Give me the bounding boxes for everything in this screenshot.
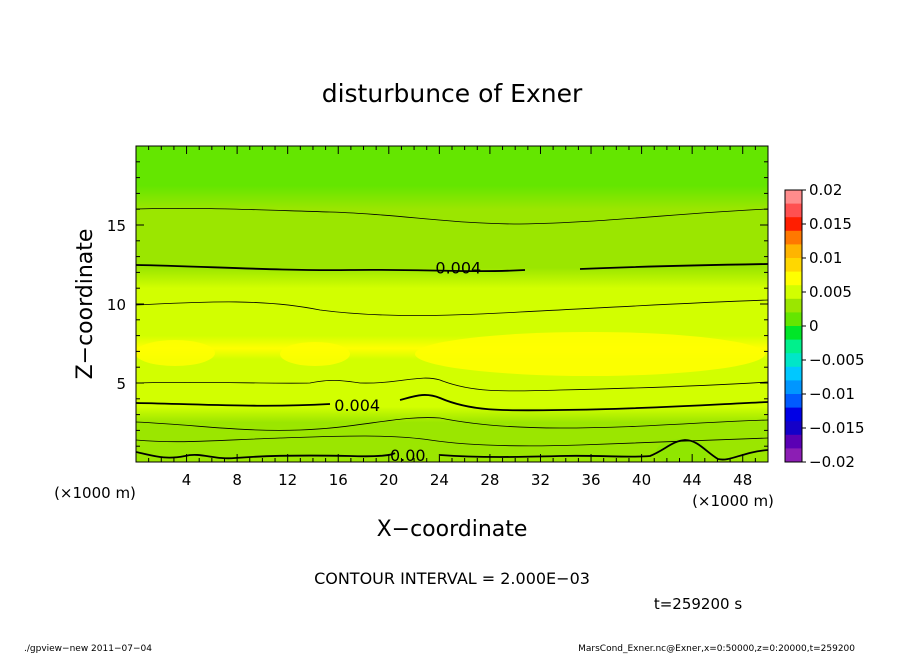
colorbar-band bbox=[785, 190, 802, 205]
colorbar-tick-label: −0.01 bbox=[809, 385, 855, 403]
x-tick-label: 8 bbox=[232, 471, 242, 489]
colorbar-band bbox=[785, 230, 802, 245]
y-tick-label: 10 bbox=[107, 296, 126, 314]
x-tick-label: 16 bbox=[329, 471, 348, 489]
colorbar-band bbox=[785, 258, 802, 273]
colorbar-band bbox=[785, 326, 802, 341]
colorbar-band bbox=[785, 366, 802, 381]
plot-area: 0.004 0.004 0.00 bbox=[135, 145, 769, 465]
x-tick-label: 28 bbox=[480, 471, 499, 489]
colorbar-band bbox=[785, 271, 802, 286]
x-tick-label: 44 bbox=[683, 471, 702, 489]
contour-label: 0.004 bbox=[435, 259, 481, 278]
field-fill bbox=[136, 146, 768, 462]
colorbar-band bbox=[785, 448, 802, 463]
colorbar-band bbox=[785, 434, 802, 449]
x-tick-label: 12 bbox=[278, 471, 297, 489]
colorbar: 0.02 0.015 0.01 0.005 0 −0.005 −0.01 −0.015 −0.0… bbox=[784, 181, 865, 471]
y-tick-label: 15 bbox=[107, 217, 126, 235]
yellow-patch bbox=[280, 342, 350, 366]
footer-right: MarsCond_Exner.nc@Exner,x=0:50000,z=0:20… bbox=[578, 644, 855, 654]
colorbar-band bbox=[785, 394, 802, 409]
colorbar-band bbox=[785, 339, 802, 354]
colorbar-band bbox=[785, 217, 802, 232]
colorbar-tick-label: 0.02 bbox=[809, 181, 842, 199]
contour-line bbox=[399, 394, 768, 412]
colorbar-tick-label: 0.01 bbox=[809, 249, 842, 267]
x-tick-label: 48 bbox=[733, 471, 752, 489]
colorbar-band bbox=[785, 312, 802, 327]
colorbar-tick-label: 0.005 bbox=[809, 283, 852, 301]
colorbar-band bbox=[785, 203, 802, 218]
contour-line bbox=[136, 417, 768, 431]
contour-label: 0.004 bbox=[334, 396, 380, 415]
y-tick-label: 5 bbox=[116, 375, 126, 393]
colorbar-band bbox=[785, 298, 802, 313]
x-tick-label: 20 bbox=[379, 471, 398, 489]
colorbar-tick-label: −0.005 bbox=[809, 351, 865, 369]
green-bump-fill bbox=[656, 439, 708, 462]
contour-line bbox=[136, 207, 768, 225]
x-unit-label-left: (×1000 m) bbox=[54, 484, 136, 502]
chart-title: disturbunce of Exner bbox=[322, 79, 583, 108]
yellow-patch bbox=[415, 332, 765, 376]
colorbar-band bbox=[785, 380, 802, 395]
contour-labels: 0.004 0.004 0.00 bbox=[334, 259, 481, 465]
y-axis-label: Z−coordinate bbox=[73, 229, 98, 380]
colorbar-band bbox=[785, 285, 802, 300]
x-tick-label: 40 bbox=[632, 471, 651, 489]
colorbar-band bbox=[785, 421, 802, 436]
x-tick-label: 24 bbox=[430, 471, 449, 489]
colorbar-band bbox=[785, 407, 802, 422]
y-axis-ticks: 5 10 15 bbox=[107, 161, 768, 447]
contour-line bbox=[136, 264, 526, 273]
colorbar-band bbox=[785, 244, 802, 259]
yellow-patch bbox=[136, 340, 215, 366]
colorbar-tick-label: −0.02 bbox=[809, 453, 855, 471]
contour-line bbox=[136, 451, 396, 460]
contour-label: 0.00 bbox=[390, 446, 426, 465]
x-axis-ticks: 4 8 12 16 20 24 28 32 36 40 44 48 bbox=[148, 146, 756, 489]
contour-line bbox=[136, 435, 768, 447]
footer-left: ./gpview−new 2011−07−04 bbox=[24, 644, 152, 654]
time-text: t=259200 s bbox=[654, 595, 742, 613]
colorbar-tick-label: −0.015 bbox=[809, 419, 865, 437]
contour-line bbox=[439, 439, 768, 461]
contour-line bbox=[579, 263, 768, 270]
colorbar-band bbox=[785, 353, 802, 368]
colorbar-tick-label: 0.015 bbox=[809, 215, 852, 233]
x-tick-label: 32 bbox=[531, 471, 550, 489]
contour-line bbox=[136, 377, 768, 392]
x-tick-label: 4 bbox=[182, 471, 192, 489]
x-unit-label-right: (×1000 m) bbox=[692, 492, 774, 510]
x-axis-label: X−coordinate bbox=[377, 517, 528, 542]
contour-line bbox=[136, 402, 331, 407]
x-tick-label: 36 bbox=[581, 471, 600, 489]
contour-interval-text: CONTOUR INTERVAL = 2.000E−03 bbox=[314, 569, 590, 588]
colorbar-tick-label: 0 bbox=[809, 317, 819, 335]
contour-line bbox=[136, 299, 768, 316]
